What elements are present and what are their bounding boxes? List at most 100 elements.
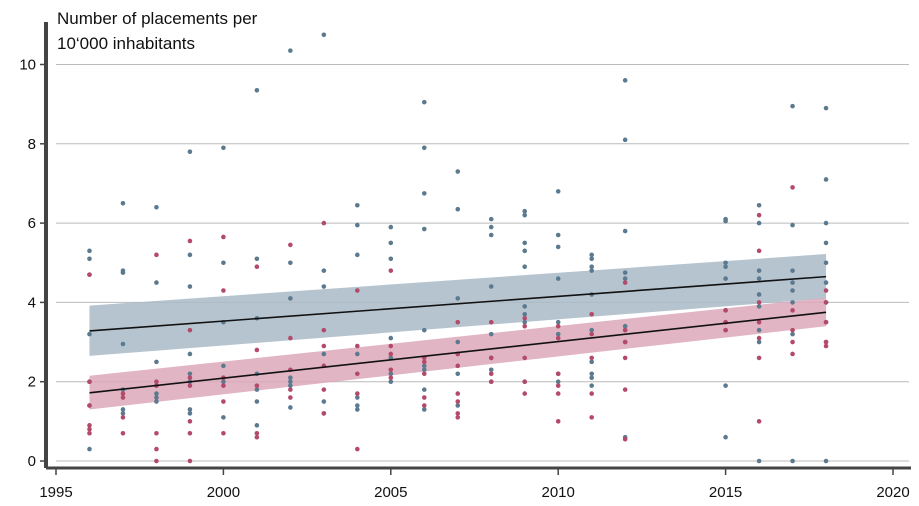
- data-point-series-1: [421, 407, 427, 412]
- data-point-series-1: [589, 268, 594, 273]
- data-point-series-2: [589, 311, 594, 317]
- data-point-series-2: [455, 319, 461, 325]
- data-point-series-1: [87, 331, 92, 337]
- data-point-series-1: [154, 359, 159, 365]
- data-point-series-2: [254, 434, 260, 440]
- confidence-bands: [89, 254, 827, 410]
- y-tick-label: 4: [28, 294, 36, 311]
- data-point-series-1: [187, 371, 193, 377]
- data-point-series-2: [221, 383, 226, 388]
- data-point-series-1: [622, 270, 628, 275]
- data-point-series-1: [187, 411, 193, 416]
- data-point-series-1: [421, 99, 427, 105]
- data-point-series-1: [154, 399, 159, 404]
- data-point-series-2: [756, 355, 762, 361]
- data-point-series-1: [288, 383, 293, 388]
- data-point-series-1: [723, 276, 728, 281]
- data-point-series-2: [154, 446, 159, 452]
- data-point-series-2: [790, 339, 795, 345]
- data-point-series-2: [756, 300, 762, 305]
- data-point-series-2: [555, 371, 561, 377]
- data-point-series-2: [87, 403, 92, 408]
- data-point-series-2: [555, 335, 561, 341]
- data-point-series-2: [622, 280, 628, 285]
- data-point-series-1: [87, 248, 92, 254]
- data-point-series-2: [388, 343, 394, 349]
- data-point-series-2: [622, 339, 628, 345]
- data-point-series-2: [823, 319, 829, 325]
- data-point-series-1: [288, 48, 293, 53]
- data-point-series-1: [321, 32, 327, 38]
- data-point-series-1: [321, 351, 327, 357]
- y-tick-label: 10: [19, 57, 36, 74]
- data-point-series-2: [421, 395, 427, 400]
- data-point-series-1: [555, 379, 561, 385]
- data-point-series-1: [522, 304, 528, 309]
- data-point-series-1: [522, 240, 528, 246]
- x-tick-label: 2005: [374, 484, 407, 501]
- data-point-series-1: [555, 244, 561, 250]
- data-point-series-2: [723, 327, 728, 333]
- x-tick-label: 2010: [542, 484, 575, 501]
- data-point-series-1: [254, 423, 260, 428]
- data-point-series-1: [522, 311, 528, 317]
- data-point-series-2: [254, 383, 260, 388]
- data-point-series-1: [388, 335, 394, 341]
- data-point-series-1: [723, 434, 728, 440]
- data-point-series-2: [187, 238, 193, 244]
- data-point-series-1: [622, 78, 628, 83]
- data-point-series-1: [321, 284, 327, 289]
- data-point-series-2: [756, 419, 762, 424]
- data-point-series-1: [254, 399, 260, 404]
- data-point-series-2: [355, 343, 360, 349]
- data-point-series-2: [87, 426, 92, 432]
- data-point-series-1: [321, 268, 327, 273]
- data-point-series-1: [288, 379, 293, 385]
- data-point-series-2: [421, 371, 427, 377]
- data-point-series-2: [589, 331, 594, 337]
- data-point-series-1: [388, 240, 394, 246]
- data-point-series-2: [187, 327, 193, 333]
- data-point-series-1: [388, 371, 394, 377]
- data-point-series-1: [288, 405, 293, 410]
- data-point-series-1: [756, 292, 762, 297]
- data-point-series-1: [488, 232, 494, 238]
- data-point-series-1: [355, 222, 360, 228]
- data-point-series-1: [221, 379, 226, 385]
- data-point-series-2: [87, 272, 92, 277]
- data-point-series-1: [790, 268, 795, 273]
- data-point-series-1: [221, 415, 226, 420]
- data-point-series-2: [221, 288, 226, 293]
- data-point-series-2: [589, 415, 594, 420]
- data-point-series-1: [187, 149, 193, 155]
- data-point-series-2: [254, 347, 260, 353]
- data-point-series-2: [589, 355, 594, 361]
- data-point-series-2: [823, 339, 829, 345]
- data-point-series-2: [522, 355, 528, 361]
- data-point-series-1: [790, 331, 795, 337]
- data-point-series-1: [288, 260, 293, 266]
- data-point-series-1: [455, 206, 461, 212]
- data-point-series-2: [522, 323, 528, 329]
- data-point-series-1: [790, 458, 795, 464]
- x-tick-label: 1995: [39, 484, 72, 501]
- data-point-series-2: [455, 399, 461, 404]
- data-point-series-2: [221, 234, 226, 240]
- data-point-series-2: [388, 351, 394, 357]
- data-point-series-1: [756, 327, 762, 333]
- data-points: [87, 32, 829, 464]
- data-point-series-2: [455, 411, 461, 416]
- data-point-series-1: [254, 87, 260, 93]
- data-point-series-2: [790, 308, 795, 313]
- data-point-series-2: [522, 391, 528, 396]
- data-point-series-2: [790, 185, 795, 190]
- data-point-series-1: [288, 375, 293, 381]
- data-point-series-2: [254, 264, 260, 270]
- data-point-series-1: [589, 264, 594, 270]
- data-point-series-2: [187, 383, 193, 388]
- data-point-series-1: [455, 339, 461, 345]
- data-point-series-1: [790, 222, 795, 228]
- data-point-series-1: [723, 383, 728, 388]
- data-point-series-2: [154, 379, 159, 385]
